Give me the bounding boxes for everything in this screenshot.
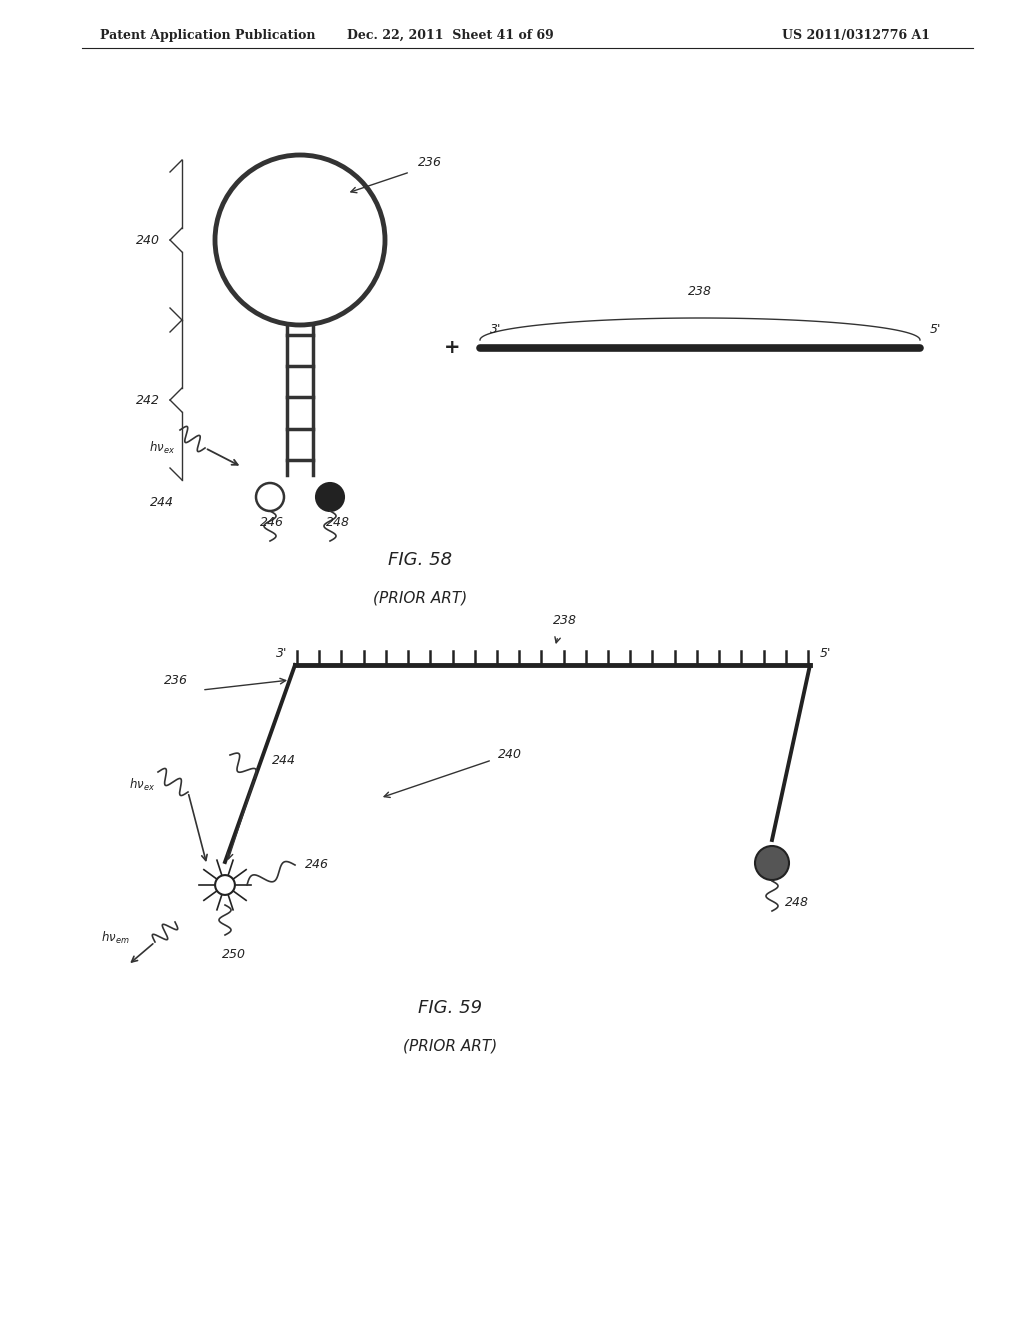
Text: 240: 240 bbox=[498, 748, 522, 762]
Text: (PRIOR ART): (PRIOR ART) bbox=[373, 590, 467, 606]
Text: 246: 246 bbox=[305, 858, 329, 871]
Text: Dec. 22, 2011  Sheet 41 of 69: Dec. 22, 2011 Sheet 41 of 69 bbox=[347, 29, 553, 41]
Text: FIG. 58: FIG. 58 bbox=[388, 550, 452, 569]
Text: $h\nu_{ex}$: $h\nu_{ex}$ bbox=[148, 440, 175, 455]
Text: 244: 244 bbox=[150, 495, 174, 508]
Text: 236: 236 bbox=[164, 673, 188, 686]
Text: US 2011/0312776 A1: US 2011/0312776 A1 bbox=[782, 29, 930, 41]
Text: 5': 5' bbox=[820, 647, 831, 660]
Text: 3': 3' bbox=[490, 323, 502, 337]
Circle shape bbox=[256, 483, 284, 511]
Text: Patent Application Publication: Patent Application Publication bbox=[100, 29, 315, 41]
Text: 248: 248 bbox=[785, 895, 809, 908]
Text: 248: 248 bbox=[326, 516, 350, 529]
Text: 240: 240 bbox=[136, 234, 160, 247]
Text: +: + bbox=[443, 338, 460, 358]
Text: 242: 242 bbox=[136, 393, 160, 407]
Text: 5': 5' bbox=[930, 323, 941, 337]
Circle shape bbox=[215, 875, 234, 895]
Text: 238: 238 bbox=[553, 614, 577, 627]
Text: (PRIOR ART): (PRIOR ART) bbox=[402, 1039, 497, 1053]
Circle shape bbox=[755, 846, 790, 880]
Text: 238: 238 bbox=[688, 285, 712, 298]
Text: $h\nu_{em}$: $h\nu_{em}$ bbox=[100, 931, 129, 946]
Circle shape bbox=[316, 483, 344, 511]
Text: FIG. 59: FIG. 59 bbox=[418, 999, 482, 1016]
Text: 244: 244 bbox=[272, 754, 296, 767]
Text: 3': 3' bbox=[275, 647, 287, 660]
Text: 250: 250 bbox=[222, 949, 246, 961]
Text: 236: 236 bbox=[418, 156, 442, 169]
Text: 246: 246 bbox=[260, 516, 284, 529]
Text: $h\nu_{ex}$: $h\nu_{ex}$ bbox=[129, 777, 155, 793]
